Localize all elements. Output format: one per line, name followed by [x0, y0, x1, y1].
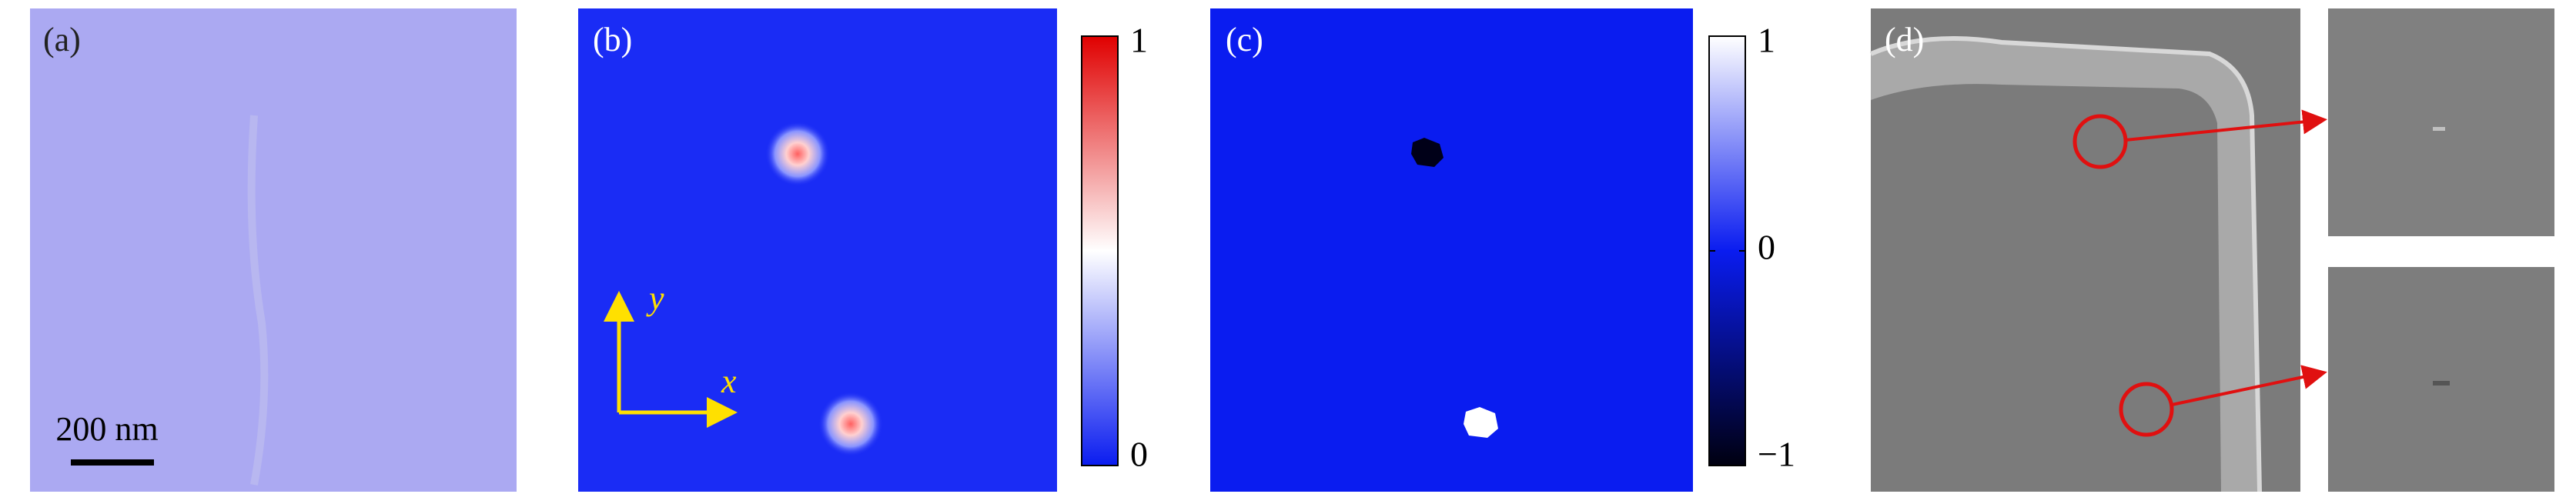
- colorbar-tick-label: 0: [1758, 228, 1775, 267]
- highlight: [2073, 114, 2128, 169]
- spot: [1411, 138, 1444, 167]
- image-b: [578, 8, 1057, 492]
- axis-label: y: [646, 279, 664, 317]
- image-a: [30, 8, 517, 492]
- panel-label: (a): [43, 21, 81, 58]
- texture: [247, 115, 269, 486]
- colorbar: [1081, 35, 1119, 466]
- particle: [2433, 381, 2450, 386]
- ridge: [1871, 38, 2260, 492]
- spot: [765, 122, 830, 186]
- colorbar-tick-label: 0: [1130, 435, 1148, 474]
- arrow: [2125, 109, 2327, 142]
- panel-label: (c): [1226, 21, 1263, 58]
- particle: [2433, 127, 2445, 131]
- colorbar-tick-label: 1: [1130, 21, 1148, 60]
- axis-label: x: [721, 362, 737, 400]
- colorbar-tick-label: 1: [1758, 21, 1775, 60]
- highlight: [2119, 382, 2174, 437]
- spot: [1464, 407, 1498, 438]
- inset: [2328, 267, 2554, 492]
- panel-label: (d): [1885, 21, 1924, 58]
- image-c: [1210, 8, 1693, 492]
- scale-bar-label: 200 nm: [55, 410, 158, 448]
- spot: [818, 392, 883, 456]
- colorbar-tick-label: −1: [1758, 435, 1795, 474]
- inset: [2328, 8, 2554, 236]
- arrow: [2171, 365, 2327, 406]
- ridge-edge: [1869, 36, 2262, 492]
- panel-label: (b): [593, 21, 632, 58]
